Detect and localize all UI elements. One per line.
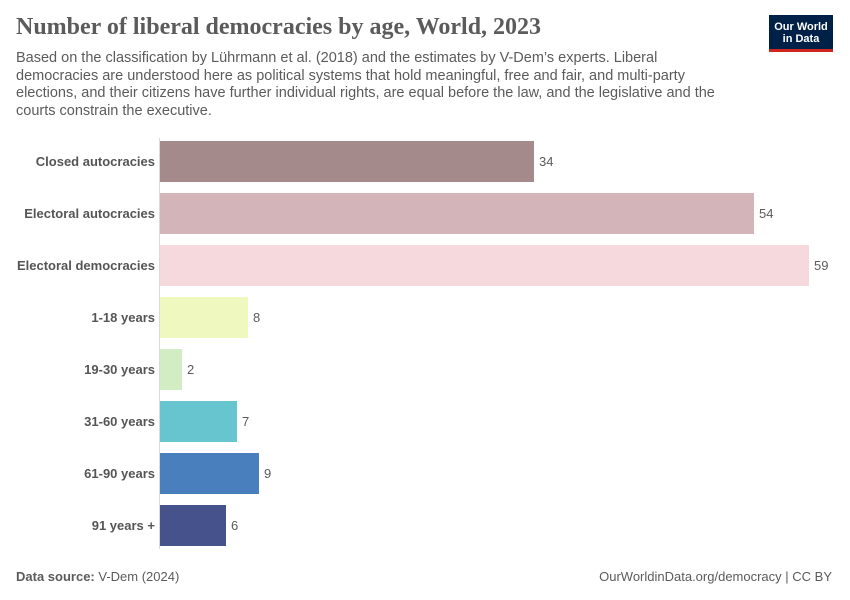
value-label: 59	[814, 258, 828, 273]
category-label: 31-60 years	[84, 414, 155, 429]
data-source-label: Data source:	[16, 569, 95, 584]
value-label: 8	[253, 310, 260, 325]
logo-line-2: in Data	[782, 33, 820, 45]
bar[interactable]	[160, 141, 534, 182]
category-label: Closed autocracies	[36, 154, 155, 169]
bar[interactable]	[160, 401, 237, 442]
value-label: 7	[242, 414, 249, 429]
value-label: 2	[187, 362, 194, 377]
logo-line-1: Our World	[774, 21, 828, 33]
bar[interactable]	[160, 193, 754, 234]
value-label: 6	[231, 518, 238, 533]
bar[interactable]	[160, 245, 809, 286]
value-label: 34	[539, 154, 553, 169]
chart-subtitle: Based on the classification by Lührmann …	[16, 50, 715, 119]
data-source: Data source: V-Dem (2024)	[16, 569, 179, 584]
bar-chart: Closed autocracies 34 Electoral autocracie…	[17, 138, 828, 549]
chart-title: Number of liberal democracies by age, Wo…	[16, 14, 542, 40]
value-label: 9	[264, 466, 271, 481]
category-label: 61-90 years	[84, 466, 155, 481]
category-label: 19-30 years	[84, 362, 155, 377]
owid-logo[interactable]: Our World in Data	[769, 15, 833, 52]
footer-link[interactable]: OurWorldinData.org/democracy | CC BY	[599, 569, 832, 584]
category-label: Electoral democracies	[17, 258, 155, 273]
bar[interactable]	[160, 297, 248, 338]
category-label: 91 years +	[92, 518, 156, 533]
category-label: 1-18 years	[91, 310, 155, 325]
data-source-value[interactable]: V-Dem (2024)	[98, 569, 180, 584]
bar[interactable]	[160, 505, 226, 546]
bar[interactable]	[160, 349, 182, 390]
value-label: 54	[759, 206, 773, 221]
bar[interactable]	[160, 453, 259, 494]
category-label: Electoral autocracies	[24, 206, 155, 221]
